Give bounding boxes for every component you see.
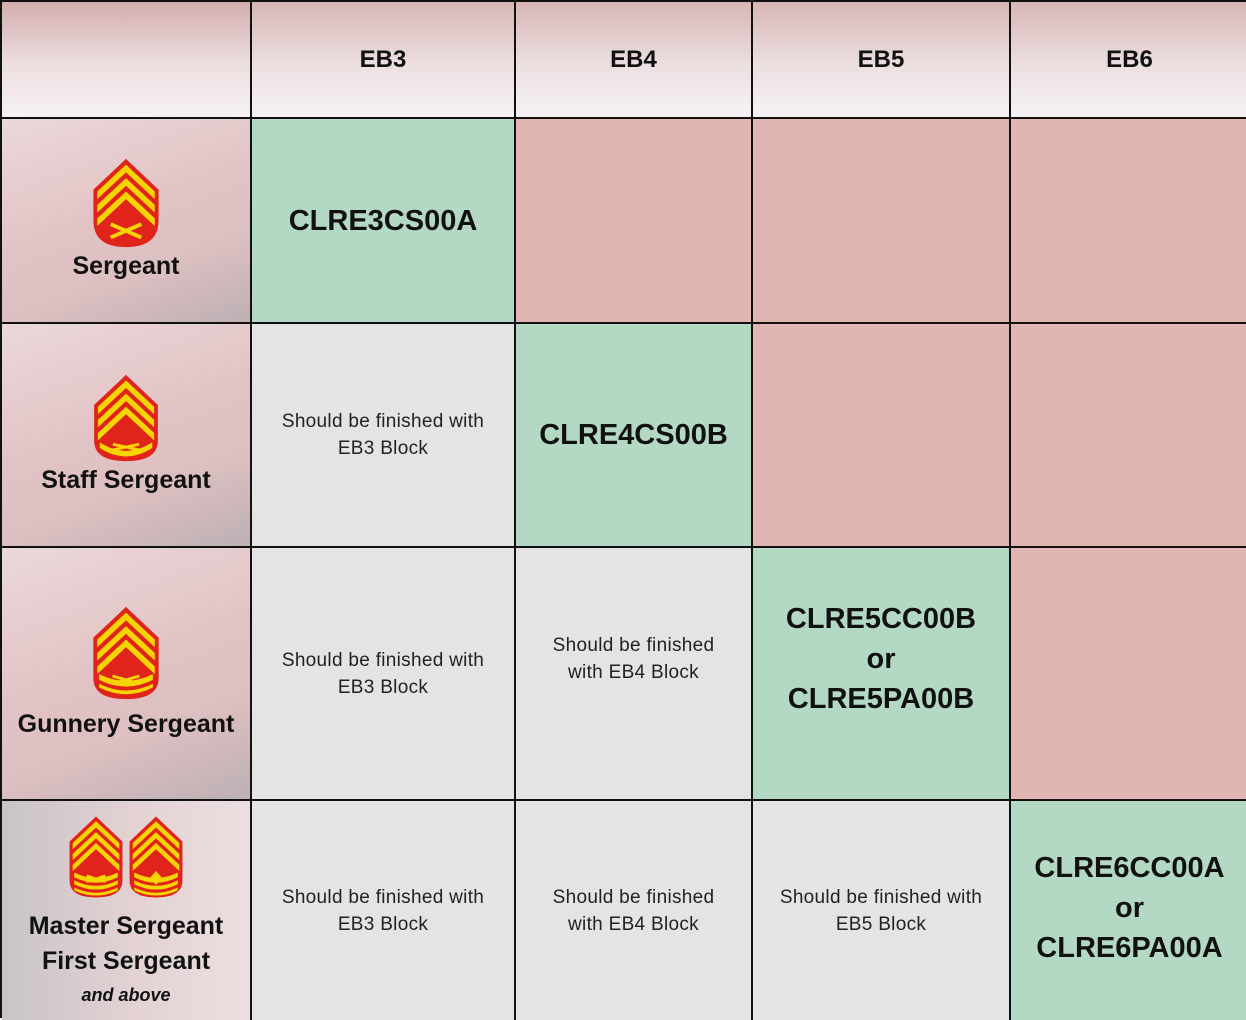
course-code: CLRE5CC00B bbox=[785, 602, 977, 635]
rank-name: Staff Sergeant bbox=[41, 465, 211, 494]
note-line: EB3 Block bbox=[337, 913, 429, 935]
column-header-eb5: EB5 bbox=[753, 2, 1011, 119]
completed-cell-eb4: Should be finished with EB4 Block bbox=[516, 548, 753, 801]
na-cell-eb6 bbox=[1011, 324, 1246, 548]
header-corner bbox=[2, 2, 252, 119]
course-cell-eb3: CLRE3CS00A bbox=[252, 119, 516, 324]
completion-note: Should be finished with EB4 Block bbox=[553, 884, 715, 938]
note-line: Should be finished with bbox=[281, 649, 485, 671]
rank-name: Sergeant bbox=[72, 252, 180, 280]
column-header-eb6: EB6 bbox=[1011, 2, 1246, 119]
sergeant-chevron-icon bbox=[93, 158, 159, 248]
na-cell-eb5 bbox=[753, 324, 1011, 548]
note-line: Should be finished bbox=[552, 886, 715, 908]
course-cell-eb4: CLRE4CS00B bbox=[516, 324, 753, 548]
column-header-eb3: EB3 bbox=[252, 2, 516, 119]
note-line: Should be finished with bbox=[281, 886, 485, 908]
note-line: Should be finished with bbox=[281, 411, 485, 432]
column-header-eb4: EB4 bbox=[516, 2, 753, 119]
completed-cell-eb3: Should be finished with EB3 Block bbox=[252, 801, 516, 1020]
rank-gunnery-sergeant: Gunnery Sergeant bbox=[2, 548, 252, 801]
course-options: CLRE6CC00A or CLRE6PA00A bbox=[1034, 848, 1224, 968]
rank-name: Gunnery Sergeant bbox=[17, 710, 235, 738]
completion-note: Should be finished with EB5 Block bbox=[780, 884, 982, 938]
rank-name: Master Sergeant bbox=[28, 912, 224, 940]
rank-master-first-sergeant: Master Sergeant First Sergeant and above bbox=[2, 801, 252, 1020]
note-line: EB3 Block bbox=[337, 676, 429, 698]
completion-note: Should be finished with EB3 Block bbox=[282, 647, 484, 701]
note-line: EB5 Block bbox=[835, 913, 927, 935]
na-cell-eb6 bbox=[1011, 119, 1246, 324]
or-label: or bbox=[866, 642, 896, 675]
na-cell-eb6 bbox=[1011, 548, 1246, 801]
or-label: or bbox=[1114, 891, 1144, 924]
course-code: CLRE5PA00B bbox=[787, 682, 975, 715]
course-code: CLRE6PA00A bbox=[1036, 931, 1223, 964]
completion-note: Should be finished with EB3 Block bbox=[282, 884, 484, 938]
rank-staff-sergeant: Staff Sergeant bbox=[2, 324, 252, 548]
note-line: Should be finished with bbox=[779, 886, 983, 908]
note-line: EB3 Block bbox=[337, 438, 429, 459]
completed-cell-eb4: Should be finished with EB4 Block bbox=[516, 801, 753, 1020]
gunnery-sergeant-chevron-icon bbox=[93, 606, 159, 700]
course-code: CLRE3CS00A bbox=[288, 204, 478, 237]
master-sergeant-chevron-icon bbox=[69, 816, 123, 898]
first-sergeant-chevron-icon bbox=[129, 816, 183, 898]
completed-cell-eb3: Should be finished with EB3 Block bbox=[252, 324, 516, 548]
course-code: CLRE6CC00A bbox=[1034, 851, 1225, 884]
course-cell-eb6: CLRE6CC00A or CLRE6PA00A bbox=[1011, 801, 1246, 1020]
completion-note: Should be finished with EB3 Block bbox=[282, 408, 484, 462]
na-cell-eb5 bbox=[753, 119, 1011, 324]
rank-sergeant: Sergeant bbox=[2, 119, 252, 324]
rank-name: First Sergeant bbox=[41, 947, 211, 975]
note-line: with EB4 Block bbox=[568, 661, 699, 683]
course-cell-eb5: CLRE5CC00B or CLRE5PA00B bbox=[753, 548, 1011, 801]
na-cell-eb4 bbox=[516, 119, 753, 324]
note-line: with EB4 Block bbox=[568, 913, 699, 935]
rank-subtitle: and above bbox=[81, 985, 171, 1005]
course-code: CLRE4CS00B bbox=[539, 419, 728, 451]
staff-sergeant-chevron-icon bbox=[94, 374, 158, 461]
course-options: CLRE5CC00B or CLRE5PA00B bbox=[786, 599, 976, 719]
insignia-pair bbox=[68, 815, 184, 899]
completion-note: Should be finished with EB4 Block bbox=[553, 632, 715, 686]
completed-cell-eb5: Should be finished with EB5 Block bbox=[753, 801, 1011, 1020]
completed-cell-eb3: Should be finished with EB3 Block bbox=[252, 548, 516, 801]
note-line: Should be finished bbox=[552, 634, 715, 656]
